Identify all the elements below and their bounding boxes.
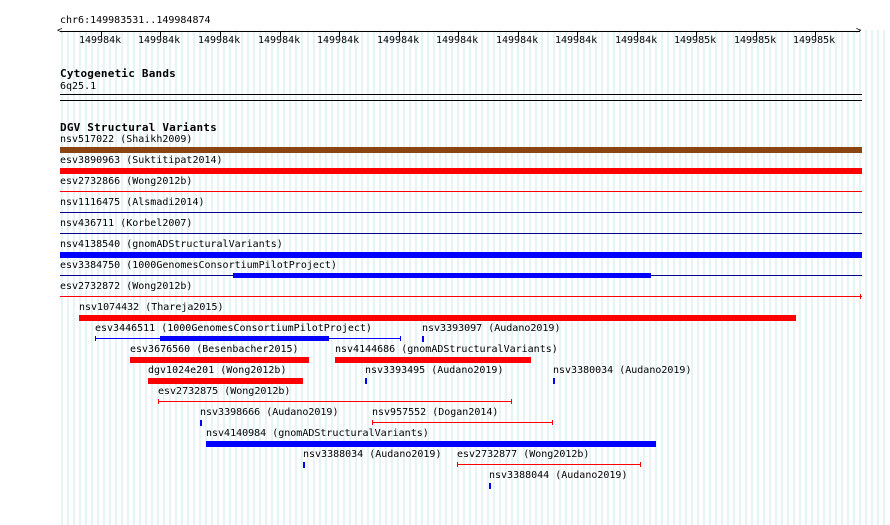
ruler-tick-label: 149984k xyxy=(615,35,658,46)
ruler-tick-label: 149984k xyxy=(317,35,360,46)
variant-label[interactable]: esv3890963 (Suktitipat2014) xyxy=(60,155,223,166)
ruler-right-arrow-icon: > xyxy=(856,26,862,36)
variant-start-cap xyxy=(457,462,458,467)
variant-feature-thick[interactable] xyxy=(233,273,651,278)
variant-feature[interactable] xyxy=(372,422,552,423)
variant-label[interactable]: esv2732875 (Wong2012b) xyxy=(158,386,291,397)
variant-feature[interactable] xyxy=(60,296,862,297)
variant-feature[interactable] xyxy=(148,378,303,384)
variant-end-cap xyxy=(860,294,861,299)
ruler-tick xyxy=(458,32,459,37)
variant-feature[interactable] xyxy=(60,168,862,174)
ruler-tick xyxy=(577,32,578,37)
ruler-tick-label: 149984k xyxy=(138,35,181,46)
variant-feature[interactable] xyxy=(335,357,531,363)
variant-end-cap xyxy=(640,462,641,467)
variant-label[interactable]: esv3384750 (1000GenomesConsortiumPilotPr… xyxy=(60,260,337,271)
variant-start-cap xyxy=(95,336,96,341)
ruler-tick-label: 149985k xyxy=(674,35,717,46)
ruler-tick xyxy=(815,32,816,37)
cytoband-top-border xyxy=(60,94,862,95)
ruler-tick-label: 149984k xyxy=(198,35,241,46)
variant-label[interactable]: nsv4138540 (gnomADStructuralVariants) xyxy=(60,239,283,250)
variant-feature[interactable] xyxy=(60,252,862,258)
variant-label[interactable]: nsv1116475 (Alsmadi2014) xyxy=(60,197,205,208)
variant-label[interactable]: nsv517022 (Shaikh2009) xyxy=(60,134,193,145)
variant-feature[interactable] xyxy=(158,401,511,402)
cytoband-bottom-border xyxy=(60,100,862,101)
variant-feature[interactable] xyxy=(489,483,491,489)
variant-feature[interactable] xyxy=(457,464,640,465)
ruler-tick-label: 149984k xyxy=(496,35,539,46)
variant-label[interactable]: nsv436711 (Korbel2007) xyxy=(60,218,193,229)
ruler-tick xyxy=(220,32,221,37)
ruler-tick-label: 149984k xyxy=(436,35,479,46)
ruler-tick xyxy=(756,32,757,37)
cytoband-label: 6q25.1 xyxy=(60,81,97,92)
ruler-tick xyxy=(696,32,697,37)
variant-label[interactable]: nsv957552 (Dogan2014) xyxy=(372,407,499,418)
ruler-left-arrow-icon: < xyxy=(57,26,63,36)
variant-feature[interactable] xyxy=(60,147,862,153)
variant-label[interactable]: nsv4140984 (gnomADStructuralVariants) xyxy=(206,428,429,439)
dgv-track-title: DGV Structural Variants xyxy=(60,121,217,134)
ruler-tick xyxy=(280,32,281,37)
variant-label[interactable]: dgv1024e201 (Wong2012b) xyxy=(148,365,287,376)
variant-start-cap xyxy=(372,420,373,425)
ruler-tick-label: 149984k xyxy=(79,35,122,46)
variant-start-cap xyxy=(158,399,159,404)
variant-feature[interactable] xyxy=(206,441,656,447)
ruler-tick-label: 149984k xyxy=(258,35,301,46)
variant-label[interactable]: nsv3393495 (Audano2019) xyxy=(365,365,504,376)
variant-feature-thick[interactable] xyxy=(160,336,329,341)
variant-label[interactable]: nsv3380034 (Audano2019) xyxy=(553,365,692,376)
variant-feature[interactable] xyxy=(422,336,424,342)
variant-label[interactable]: nsv3388044 (Audano2019) xyxy=(489,470,628,481)
variant-feature[interactable] xyxy=(130,357,309,363)
ruler-tick xyxy=(518,32,519,37)
ruler-tick xyxy=(339,32,340,37)
variant-feature[interactable] xyxy=(303,462,305,468)
variant-label[interactable]: esv3676560 (Besenbacher2015) xyxy=(130,344,299,355)
variant-feature[interactable] xyxy=(60,212,862,213)
variant-feature[interactable] xyxy=(79,315,796,321)
variant-feature[interactable] xyxy=(553,378,555,384)
variant-label[interactable]: nsv4144686 (gnomADStructuralVariants) xyxy=(335,344,558,355)
variant-end-cap xyxy=(400,336,401,341)
cytoband-track-title: Cytogenetic Bands xyxy=(60,67,176,80)
variant-end-cap xyxy=(511,399,512,404)
variant-feature[interactable] xyxy=(60,233,862,234)
variant-feature[interactable] xyxy=(60,191,862,192)
variant-label[interactable]: esv3446511 (1000GenomesConsortiumPilotPr… xyxy=(95,323,372,334)
ruler-tick-label: 149985k xyxy=(793,35,836,46)
ruler-tick xyxy=(101,32,102,37)
ruler-tick-label: 149984k xyxy=(377,35,420,46)
variant-label[interactable]: esv2732866 (Wong2012b) xyxy=(60,176,193,187)
variant-label[interactable]: nsv1074432 (Thareja2015) xyxy=(79,302,224,313)
variant-label[interactable]: nsv3393097 (Audano2019) xyxy=(422,323,561,334)
variant-feature[interactable] xyxy=(200,420,202,426)
ruler-tick-label: 149985k xyxy=(734,35,777,46)
chromosome-position-label: chr6:149983531..149984874 xyxy=(60,15,211,26)
ruler-tick xyxy=(160,32,161,37)
variant-label[interactable]: esv2732877 (Wong2012b) xyxy=(457,449,590,460)
variant-label[interactable]: nsv3388034 (Audano2019) xyxy=(303,449,442,460)
ruler-tick xyxy=(399,32,400,37)
variant-end-cap xyxy=(552,420,553,425)
variant-feature[interactable] xyxy=(365,378,367,384)
variant-label[interactable]: nsv3398666 (Audano2019) xyxy=(200,407,339,418)
ruler-tick-label: 149984k xyxy=(555,35,598,46)
ruler-tick xyxy=(637,32,638,37)
ruler-axis-line xyxy=(60,31,860,32)
variant-label[interactable]: esv2732872 (Wong2012b) xyxy=(60,281,193,292)
